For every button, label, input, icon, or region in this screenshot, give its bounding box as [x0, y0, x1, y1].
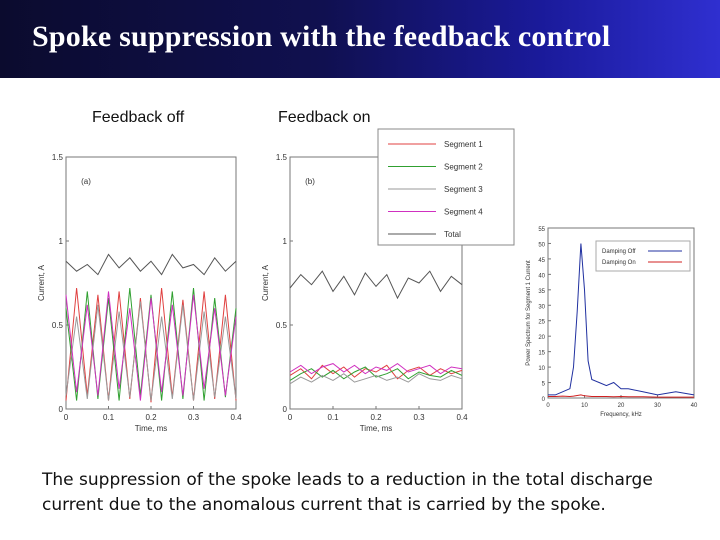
series-line-damping-on	[548, 394, 694, 398]
y-tick-label: 1.5	[276, 153, 288, 162]
plot-area-0	[65, 156, 237, 410]
legend-feedback-on	[377, 128, 515, 246]
series-line-segment-4	[65, 291, 237, 401]
x-tick-label: 10	[581, 403, 588, 409]
series-line-segment-3	[289, 373, 463, 385]
series-line-segment-2	[289, 366, 463, 381]
series-line-total	[65, 253, 237, 276]
y-tick-label: 0	[542, 397, 546, 403]
y-tick-label: 50	[538, 242, 545, 248]
x-tick-label: 0	[546, 403, 550, 409]
legend-entry: Segment 4	[444, 208, 483, 217]
title-banner: Spoke suppression with the feedback cont…	[0, 0, 720, 78]
series-line-segment-3	[65, 301, 237, 401]
y-tick-label: 0.5	[52, 321, 64, 330]
panel-label: (a)	[81, 177, 91, 186]
figure: 0 0.5 1 1.5 0 0.1 0.2 0.3 0.4 Time, ms Current, A (…	[37, 128, 698, 433]
x-tick-label: 0.4	[456, 413, 468, 422]
panel-label: (b)	[305, 177, 315, 186]
caption-feedback-off: Feedback off	[92, 109, 185, 126]
y-tick-label: 30	[538, 304, 545, 310]
x-tick-label: 30	[654, 403, 661, 409]
series-line-damping-off	[548, 243, 695, 396]
legend-entry: Damping Off	[602, 249, 636, 255]
legend-entry: Damping On	[602, 260, 636, 266]
x-tick-label: 0.3	[188, 413, 200, 422]
x-tick-label: 0.3	[413, 413, 425, 422]
y-tick-label: 35	[538, 289, 545, 295]
x-tick-label: 0.4	[230, 413, 242, 422]
legend-entry: Segment 1	[444, 140, 483, 149]
y-tick-label: 55	[538, 227, 545, 233]
caption-feedback-on: Feedback on	[278, 109, 371, 126]
y-tick-label: 45	[538, 258, 545, 264]
y-tick-label: 0.5	[276, 321, 288, 330]
x-tick-label: 0.2	[145, 413, 157, 422]
x-tick-label: 0.2	[370, 413, 382, 422]
x-axis-label: Time, ms	[360, 424, 393, 433]
x-axis-label: Frequency, kHz	[600, 412, 642, 418]
y-tick-label: 5	[542, 382, 546, 388]
legend-entry: Segment 2	[444, 163, 483, 172]
y-tick-label: 20	[538, 335, 545, 341]
slide-description: The suppression of the spoke leads to a …	[42, 470, 653, 515]
x-tick-label: 0	[64, 413, 69, 422]
series-line-segment-1	[65, 287, 237, 403]
slide-title: Spoke suppression with the feedback cont…	[32, 20, 611, 53]
x-tick-label: 20	[618, 403, 625, 409]
y-tick-label: 10	[538, 366, 545, 372]
x-tick-label: 40	[691, 403, 698, 409]
y-tick-label: 40	[538, 273, 545, 279]
y-tick-label: 1	[283, 237, 288, 246]
y-axis-label: Current, A	[37, 264, 46, 301]
y-axis-label: Current, A	[261, 264, 270, 301]
y-axis-label: Power Spectrum for Segment 1 Current	[526, 260, 532, 366]
y-tick-label: 1	[59, 237, 64, 246]
series-line-total	[289, 270, 463, 300]
legend-entry: Segment 3	[444, 185, 483, 194]
series-line-segment-4	[289, 362, 463, 375]
x-tick-label: 0.1	[103, 413, 115, 422]
y-tick-label: 0	[59, 405, 64, 414]
y-tick-label: 15	[538, 351, 545, 357]
legend-entry: Total	[444, 230, 461, 239]
legend-damping	[595, 240, 691, 272]
x-axis-label: Time, ms	[135, 424, 168, 433]
x-tick-label: 0.1	[327, 413, 339, 422]
y-tick-label: 25	[538, 320, 545, 326]
y-tick-label: 0	[283, 405, 288, 414]
y-tick-label: 1.5	[52, 153, 64, 162]
x-tick-label: 0	[288, 413, 293, 422]
